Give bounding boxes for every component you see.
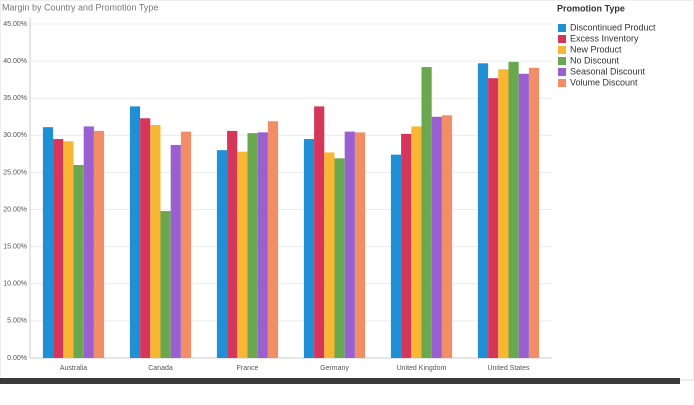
bar bbox=[53, 139, 64, 358]
bar bbox=[170, 144, 181, 358]
legend-label: No Discount bbox=[570, 55, 620, 65]
bar bbox=[401, 133, 412, 358]
chart-title: Margin by Country and Promotion Type bbox=[2, 2, 158, 12]
bar bbox=[518, 73, 529, 359]
bar bbox=[477, 63, 489, 359]
bar bbox=[441, 115, 453, 358]
bar bbox=[237, 151, 248, 358]
bar bbox=[303, 139, 315, 358]
y-tick-label: 10.00% bbox=[3, 281, 27, 288]
y-tick-label: 15.00% bbox=[3, 244, 27, 251]
y-tick-label: 0.00% bbox=[7, 355, 27, 362]
bar bbox=[324, 152, 335, 358]
bar bbox=[140, 118, 151, 358]
bar bbox=[411, 126, 422, 358]
x-tick-label: Canada bbox=[148, 365, 173, 372]
bar bbox=[160, 211, 171, 358]
bar bbox=[216, 150, 228, 358]
bar bbox=[180, 131, 192, 358]
y-tick-label: 45.00% bbox=[3, 21, 27, 28]
legend-label: Discontinued Product bbox=[570, 22, 656, 32]
legend-swatch bbox=[558, 46, 566, 54]
legend-title: Promotion Type bbox=[557, 3, 625, 13]
torn-edge bbox=[0, 378, 680, 384]
y-tick-label: 20.00% bbox=[3, 206, 27, 213]
legend-swatch bbox=[558, 68, 566, 76]
bar bbox=[528, 67, 540, 359]
y-tick-label: 25.00% bbox=[3, 169, 27, 176]
bar bbox=[267, 121, 279, 358]
bar bbox=[390, 154, 402, 358]
bar bbox=[150, 124, 161, 358]
bar bbox=[93, 130, 105, 358]
legend-swatch bbox=[558, 79, 566, 87]
legend-label: Volume Discount bbox=[570, 77, 638, 87]
bar bbox=[247, 133, 258, 358]
legend-swatch bbox=[558, 24, 566, 32]
bar bbox=[42, 127, 54, 359]
bar bbox=[257, 132, 268, 358]
bar bbox=[431, 116, 442, 359]
y-tick-label: 40.00% bbox=[3, 58, 27, 65]
bar bbox=[421, 67, 432, 358]
legend-label: Excess Inventory bbox=[570, 33, 639, 43]
bar bbox=[354, 132, 366, 358]
bar bbox=[488, 78, 499, 358]
y-tick-label: 5.00% bbox=[7, 318, 27, 325]
bar bbox=[498, 69, 509, 358]
bar bbox=[73, 165, 84, 358]
y-tick-label: 30.00% bbox=[3, 132, 27, 139]
bar bbox=[83, 126, 94, 358]
bar bbox=[508, 61, 519, 358]
legend-label: Seasonal Discount bbox=[570, 66, 646, 76]
x-tick-label: United States bbox=[487, 365, 530, 372]
legend-swatch bbox=[558, 35, 566, 43]
x-tick-label: United Kingdom bbox=[397, 365, 447, 372]
x-tick-label: Australia bbox=[60, 365, 87, 372]
bar bbox=[314, 106, 325, 359]
bar bbox=[63, 141, 74, 358]
x-tick-label: Germany bbox=[320, 365, 349, 372]
legend-label: New Product bbox=[570, 44, 622, 54]
bar bbox=[334, 158, 345, 358]
bar bbox=[227, 130, 238, 358]
y-tick-label: 35.00% bbox=[3, 95, 27, 102]
x-tick-label: France bbox=[237, 365, 259, 372]
legend-swatch bbox=[558, 57, 566, 65]
bar bbox=[129, 106, 141, 359]
bar bbox=[344, 131, 355, 358]
